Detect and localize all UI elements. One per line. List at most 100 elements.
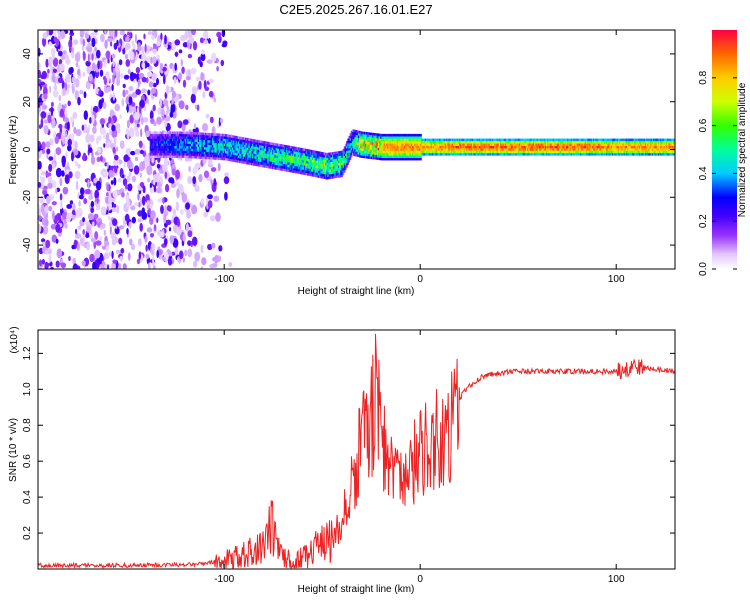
spectrogram-ridge-cell: [266, 155, 268, 159]
spectrogram-ridge-cell: [342, 168, 345, 171]
spectrogram-ridge-cell: [158, 138, 160, 142]
spectrogram-ridge-cell: [416, 138, 419, 142]
spectrogram-noise-cell: [111, 262, 116, 269]
spectrogram-ridge-cell: [366, 134, 368, 137]
spectrogram-ridge-cell: [222, 148, 225, 151]
spectrogram-ridge-cell: [154, 153, 156, 156]
spectrogram-ridge-cell: [272, 164, 274, 167]
spectrogram-ridge-cell: [593, 138, 595, 142]
spectrogram-ridge-cell: [366, 153, 368, 157]
spectrogram-ridge-cell: [340, 153, 342, 156]
spectrogram-ridge-cell: [314, 160, 316, 163]
spectrogram-ridge-cell: [273, 157, 275, 160]
spectrogram-ridge-cell: [608, 145, 610, 149]
spectrogram-ridge-cell: [546, 143, 548, 146]
spectrogram-ridge-cell: [423, 153, 426, 156]
spectrogram-noise-cell: [175, 169, 181, 180]
spectrogram-ridge-cell: [155, 133, 158, 137]
spectrogram-ridge-cell: [261, 157, 263, 160]
spectrogram-noise-cell: [44, 261, 49, 269]
spectrogram-ridge-cell: [292, 153, 294, 156]
spectrogram-ridge-cell: [289, 160, 292, 163]
spectrogram-noise-cell: [187, 53, 193, 59]
spectrogram-ridge-cell: [185, 136, 187, 139]
spectrogram-ridge-cell: [183, 143, 186, 146]
spectrogram-ridge-cell: [225, 141, 227, 144]
spectrogram-ridge-cell: [324, 162, 327, 165]
spectrogram-ridge-cell: [401, 157, 403, 161]
spectrogram-ridge-cell: [154, 148, 156, 151]
spectrogram-ridge-cell: [357, 149, 360, 153]
spectrogram-noise-cell: [59, 108, 64, 118]
spectrogram-ridge-cell: [384, 157, 387, 161]
spectrogram-ridge-cell: [297, 159, 300, 162]
spectrogram-ridge-cell: [203, 156, 206, 160]
spectrogram-ridge-cell: [341, 157, 343, 161]
spectrogram-ridge-cell: [594, 148, 596, 151]
spectrogram-ridge-cell: [522, 138, 525, 142]
spectrogram-ridge-cell: [490, 143, 493, 146]
spectrogram-noise-cell: [59, 193, 63, 201]
spectrogram-ridge-cell: [180, 153, 182, 156]
spectrogram-ridge-cell: [165, 138, 167, 142]
spectrogram-ridge-cell: [469, 145, 472, 149]
spectrogram-ridge-cell: [584, 148, 587, 151]
spectrogram-ridge-cell: [323, 164, 326, 168]
spectrogram-ridge-cell: [479, 150, 481, 154]
spectrogram-ridge-cell: [259, 142, 261, 146]
spectrogram-ridge-cell: [557, 150, 560, 154]
spectrogram-ridge-cell: [380, 157, 382, 161]
spectrogram-ridge-cell: [446, 143, 448, 146]
spectrogram-ridge-cell: [193, 132, 195, 135]
spectrogram-ridge-cell: [507, 141, 509, 144]
spectrogram-ridge-cell: [261, 164, 263, 168]
spectrogram-ridge-cell: [228, 134, 231, 138]
spectrogram-noise-cell: [91, 62, 96, 71]
spectrogram-ridge-cell: [228, 146, 231, 150]
spectrogram-ridge-cell: [158, 150, 160, 154]
spectrogram-ridge-cell: [566, 153, 568, 156]
spectrogram-ridge-cell: [173, 148, 175, 151]
spectrogram-ridge-cell: [158, 148, 160, 151]
spectrogram-ridge-cell: [260, 164, 262, 167]
spectrogram-ridge-cell: [396, 145, 399, 149]
spectrogram-ridge-cell: [548, 138, 550, 142]
spectrogram-ridge-cell: [185, 153, 187, 156]
spectrogram-ridge-cell: [383, 155, 386, 158]
spectrogram-ridge-cell: [375, 140, 378, 143]
spectrogram-ridge-cell: [346, 150, 348, 154]
spectrogram-ridge-cell: [189, 143, 192, 147]
spectrogram-ridge-cell: [380, 133, 382, 137]
spectrogram-ridge-cell: [362, 153, 365, 156]
spectrogram-ridge-cell: [241, 156, 243, 159]
spectrogram-ridge-cell: [356, 135, 359, 138]
spectrogram-ridge-cell: [591, 148, 594, 151]
spectrogram-ridge-cell: [180, 155, 182, 158]
spectrogram-ridge-cell: [328, 155, 331, 158]
spectrogram-ridge-cell: [374, 137, 376, 141]
spectrogram-ridge-cell: [530, 150, 533, 154]
spectrogram-ridge-cell: [550, 143, 553, 146]
spectrogram-ridge-cell: [383, 138, 386, 142]
spectrogram-noise-cell: [135, 67, 141, 74]
spectrogram-ridge-cell: [269, 142, 272, 145]
spectrogram-ridge-cell: [373, 149, 375, 153]
spectrogram-ridge-cell: [299, 157, 301, 160]
spectrogram-noise-cell: [206, 59, 213, 64]
spectrogram-ridge-cell: [229, 149, 232, 152]
spectrogram-ridge-cell: [392, 148, 394, 151]
spectrogram-ridge-cell: [404, 143, 407, 146]
spectrogram-ridge-cell: [529, 145, 532, 149]
spectrogram-ridge-cell: [573, 148, 575, 151]
spectrogram-ridge-cell: [409, 148, 412, 151]
spectrogram-ridge-cell: [615, 138, 617, 142]
spectrogram-ridge-cell: [170, 145, 173, 149]
spectrogram-ridge-cell: [563, 153, 566, 156]
spectrogram-ridge-cell: [354, 153, 356, 157]
spectrogram-ridge-cell: [353, 146, 355, 149]
spectrogram-ridge-cell: [368, 137, 371, 140]
spectrogram-ridge-cell: [484, 138, 487, 142]
spectrogram-ridge-cell: [233, 159, 235, 162]
spectrogram-ridge-cell: [448, 138, 450, 142]
spectrogram-ridge-cell: [483, 145, 486, 149]
